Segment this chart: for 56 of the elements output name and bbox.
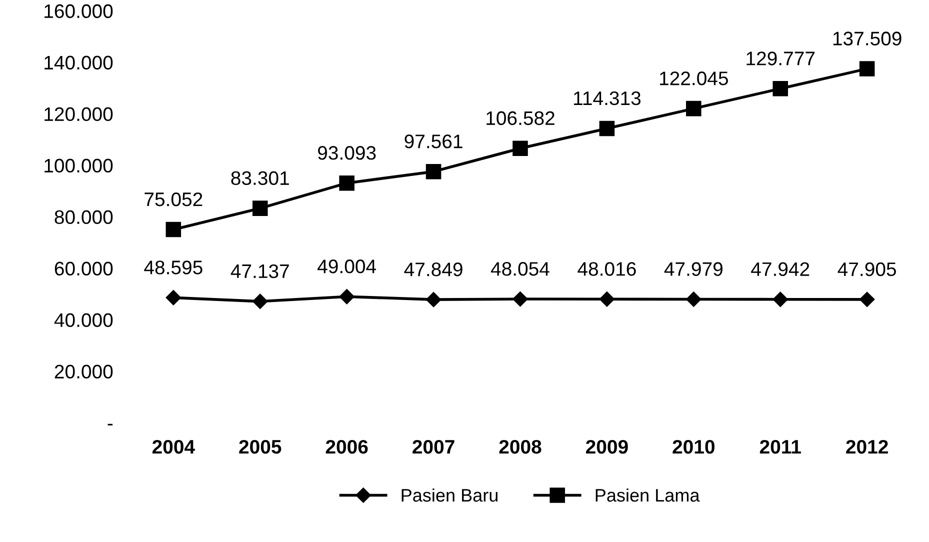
- data-label: 47.137: [230, 264, 289, 278]
- data-label: 93.093: [318, 146, 376, 160]
- point: [512, 291, 528, 307]
- point: [339, 175, 354, 191]
- legend-label: Pasien Baru: [402, 488, 498, 502]
- y-tick-label: -: [108, 424, 113, 426]
- data-label: 47.905: [838, 262, 896, 276]
- point: [859, 292, 875, 307]
- x-tick-label: 2007: [412, 440, 454, 454]
- x-tick-label: 2009: [586, 440, 628, 454]
- data-label: 114.313: [574, 91, 641, 106]
- point: [772, 81, 788, 96]
- data-label: 83.301: [231, 171, 289, 186]
- data-label: 137.509: [833, 32, 902, 46]
- data-label: 97.561: [404, 134, 462, 148]
- data-label: 49.004: [318, 260, 376, 274]
- point: [512, 140, 528, 156]
- x-tick-label: 2006: [326, 440, 368, 454]
- data-label: 106.582: [486, 111, 554, 126]
- x-tick-label: 2005: [239, 440, 282, 454]
- point: [686, 100, 702, 116]
- data-label: 48.016: [578, 262, 636, 276]
- y-tick-label: 20.000: [54, 364, 113, 379]
- data-label: 48.595: [144, 260, 202, 274]
- x-tick-label: 2010: [672, 440, 714, 454]
- point: [166, 290, 181, 306]
- point: [426, 164, 442, 180]
- y-tick-label: 60.000: [54, 262, 113, 276]
- y-tick-label: 120.000: [44, 107, 113, 122]
- point: [599, 292, 615, 307]
- data-label: 47.942: [751, 262, 810, 276]
- legend-label: Pasien Lama: [596, 488, 700, 502]
- point: [426, 292, 442, 308]
- point: [686, 292, 702, 307]
- y-tick-label: 100.000: [44, 158, 113, 173]
- y-tick-label: 80.000: [54, 210, 113, 224]
- data-label: 48.054: [490, 262, 550, 276]
- y-tick-label: 140.000: [44, 56, 113, 70]
- data-label: 129.777: [746, 52, 815, 66]
- point: [859, 61, 875, 76]
- point: [166, 222, 182, 238]
- point: [599, 120, 615, 136]
- data-label: 47.979: [664, 262, 722, 276]
- data-label: 122.045: [660, 72, 728, 86]
- x-tick-label: 2012: [846, 440, 888, 454]
- x-tick-label: 2011: [760, 440, 801, 454]
- y-tick-label: 160.000: [44, 4, 113, 18]
- data-label: 75.052: [144, 192, 202, 206]
- point: [339, 289, 354, 304]
- point: [252, 294, 268, 309]
- point: [772, 292, 788, 307]
- y-tick-label: 40.000: [54, 313, 113, 328]
- x-tick-label: 2004: [152, 440, 195, 454]
- x-tick-label: 2008: [499, 440, 542, 454]
- data-label: 47.849: [404, 262, 462, 276]
- point: [252, 200, 268, 216]
